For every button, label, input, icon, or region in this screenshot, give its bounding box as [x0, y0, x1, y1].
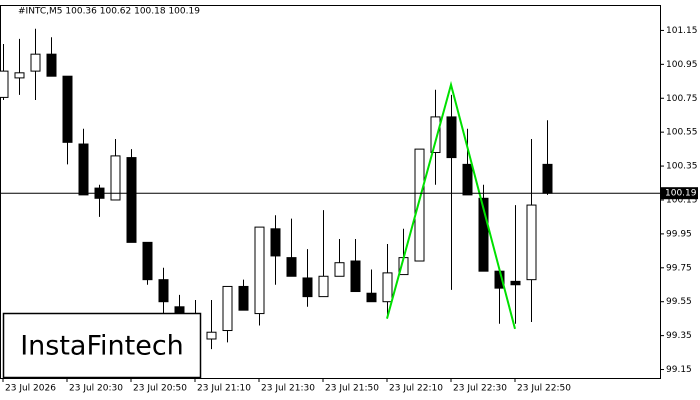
x-tick-label: 23 Jul 22:50: [517, 384, 571, 394]
watermark: InstaFintech: [20, 331, 184, 362]
candle-body: [526, 204, 537, 281]
candle-body: [286, 257, 297, 277]
candle-body: [446, 116, 457, 159]
candle-body: [62, 75, 73, 143]
candle-body: [158, 279, 169, 303]
candle-body: [430, 116, 441, 154]
candle-body: [222, 285, 233, 332]
x-tick-label: 23 Jul 20:50: [133, 384, 187, 394]
candle-body: [542, 163, 553, 194]
x-tick-label: 23 Jul 22:30: [453, 384, 507, 394]
candle-body: [318, 275, 329, 298]
y-tick-label: 99.95: [666, 229, 692, 239]
candle-body: [462, 163, 473, 196]
y-tick-label: 99.35: [666, 331, 692, 341]
last-price-label: 100.19: [665, 189, 697, 199]
pattern-line: [386, 80, 516, 330]
candle-body: [366, 292, 377, 303]
candle-body: [46, 53, 57, 77]
candle-body: [14, 72, 25, 79]
candle-body: [478, 197, 489, 272]
candle-body: [126, 157, 137, 243]
x-tick-label: 23 Jul 21:30: [261, 384, 315, 394]
candle-body: [382, 272, 393, 303]
x-tick-label: 23 Jul 22:10: [389, 384, 443, 394]
candle-body: [0, 70, 9, 98]
candle-body: [142, 241, 153, 281]
x-tick-label: 23 Jul 2026: [5, 384, 56, 394]
y-tick-label: 99.15: [666, 365, 692, 375]
candle-body: [414, 148, 425, 262]
y-tick-label: 100.55: [666, 128, 698, 138]
candle-body: [238, 285, 249, 311]
candle-body: [270, 228, 281, 257]
x-tick-label: 23 Jul 21:10: [197, 384, 251, 394]
candle-body: [78, 143, 89, 196]
y-tick-label: 100.35: [666, 162, 698, 172]
y-tick-label: 100.95: [666, 60, 698, 70]
candle-body: [254, 226, 265, 315]
candle-body: [510, 280, 521, 286]
chart-header: #INTC,M5 100.36 100.62 100.18 100.19: [18, 7, 200, 17]
marks: [0, 28, 553, 350]
watermark-box: [2, 312, 202, 379]
candle-body: [302, 277, 313, 298]
y-tick-label: 100.75: [666, 94, 698, 104]
y-tick-label: 101.15: [666, 26, 698, 36]
candle-body: [206, 331, 217, 340]
x-tick-label: 23 Jul 20:30: [69, 384, 123, 394]
candle-body: [334, 262, 345, 277]
candle-body: [110, 155, 121, 201]
y-tick-label: 100.15: [666, 195, 698, 205]
y-tick-label: 99.75: [666, 263, 692, 273]
x-tick-label: 23 Jul 21:50: [325, 384, 379, 394]
candle-body: [30, 53, 41, 72]
candle-body: [350, 260, 361, 293]
y-tick-label: 99.55: [666, 297, 692, 307]
last-price-box: [660, 187, 698, 200]
